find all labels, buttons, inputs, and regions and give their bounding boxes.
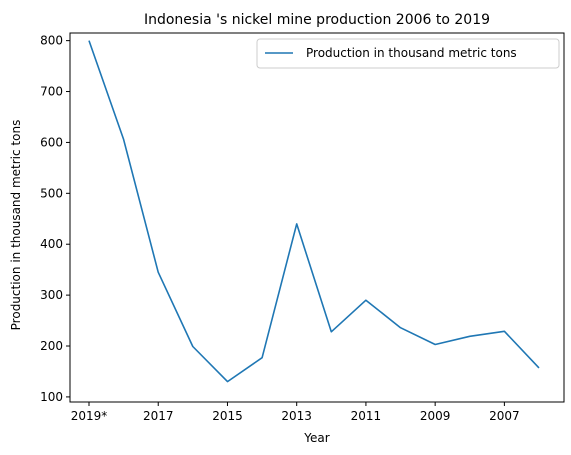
- x-tick-label: 2013: [281, 409, 312, 423]
- y-tick-label: 600: [40, 135, 63, 149]
- y-tick-label: 200: [40, 339, 63, 353]
- x-axis-label: Year: [303, 431, 329, 445]
- x-tick-label: 2011: [351, 409, 382, 423]
- x-axis-ticks: 2019* 2017 2015 2013 2011 2009 2007: [71, 402, 520, 423]
- legend: Production in thousand metric tons: [256, 38, 560, 69]
- series-layer: [88, 40, 540, 383]
- x-tick-label: 2009: [420, 409, 451, 423]
- legend-label: Production in thousand metric tons: [306, 46, 517, 60]
- x-tick-label: 2019*: [71, 409, 108, 423]
- x-tick-label: 2017: [143, 409, 174, 423]
- y-axis-label: Production in thousand metric tons: [9, 120, 23, 331]
- plot-area: [69, 32, 565, 403]
- x-tick-label: 2007: [489, 409, 520, 423]
- y-tick-label: 800: [40, 34, 63, 48]
- y-tick-label: 400: [40, 237, 63, 251]
- series-line: [88, 40, 540, 383]
- y-tick-label: 700: [40, 85, 63, 99]
- legend-box: [256, 38, 560, 69]
- y-tick-label: 100: [40, 390, 63, 404]
- y-axis-ticks: 100 200 300 400 500 600 700 800: [40, 34, 70, 404]
- y-tick-label: 500: [40, 186, 63, 200]
- x-tick-label: 2015: [212, 409, 243, 423]
- y-tick-label: 300: [40, 288, 63, 302]
- chart-title: Indonesia 's nickel mine production 2006…: [144, 12, 490, 28]
